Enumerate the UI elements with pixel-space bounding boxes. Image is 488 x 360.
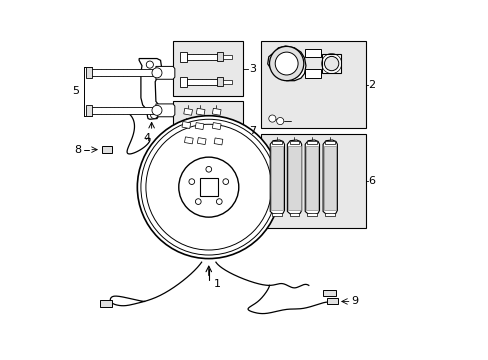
Bar [196,108,204,115]
Polygon shape [156,104,175,117]
Circle shape [150,111,157,118]
Circle shape [276,117,283,125]
Bar [184,137,193,144]
Polygon shape [156,66,175,79]
Bar [200,178,217,196]
Bar [260,134,365,228]
Polygon shape [323,140,337,215]
Circle shape [324,57,338,71]
Bar [197,138,205,145]
Bar [325,141,334,144]
Bar [324,146,336,210]
Bar [85,67,92,78]
Bar [217,77,223,86]
Bar [323,290,335,296]
Bar [304,49,320,58]
Text: 4: 4 [143,133,151,143]
Text: 6: 6 [367,176,375,186]
Polygon shape [267,46,305,81]
Polygon shape [139,59,162,119]
Bar [305,146,318,210]
Bar [85,105,92,116]
Circle shape [146,61,153,68]
Bar [173,102,242,160]
Bar [212,108,221,115]
Bar [182,122,190,129]
Bar [272,141,281,144]
Circle shape [269,46,303,81]
Polygon shape [287,140,301,215]
Bar [325,213,334,216]
Text: 2: 2 [367,80,375,90]
Circle shape [268,115,275,122]
Bar [87,69,157,76]
Bar [180,77,187,87]
Bar [307,213,316,216]
Bar [87,107,157,114]
Bar [272,213,281,216]
Bar [288,146,300,210]
Text: 3: 3 [248,64,255,74]
Bar [195,122,203,130]
Text: 1: 1 [214,279,221,289]
Bar [304,69,320,78]
Bar [102,147,111,153]
Bar [326,298,337,304]
Circle shape [195,199,201,204]
Text: 7: 7 [248,126,255,136]
Bar [183,108,192,115]
Bar [212,122,221,130]
Text: 8: 8 [74,145,81,155]
Bar [180,52,187,62]
Circle shape [137,116,280,258]
Text: 9: 9 [351,296,358,306]
Bar [322,54,340,73]
Circle shape [205,166,211,172]
Bar [260,41,365,128]
Bar [223,80,231,84]
Circle shape [223,179,228,184]
Circle shape [152,105,162,115]
Bar [223,55,231,59]
Bar [289,141,298,144]
Circle shape [188,179,194,184]
Polygon shape [270,140,284,215]
Bar [214,138,223,145]
Circle shape [275,52,298,75]
Bar [271,146,283,210]
Bar [289,213,298,216]
Circle shape [179,157,238,217]
Text: 5: 5 [72,86,79,96]
Bar [307,141,316,144]
Circle shape [152,68,162,78]
Bar [187,79,217,85]
Polygon shape [305,140,319,215]
Bar [100,300,112,307]
Bar [187,54,217,60]
Circle shape [216,199,222,204]
Bar [217,53,223,61]
Bar [173,41,242,96]
